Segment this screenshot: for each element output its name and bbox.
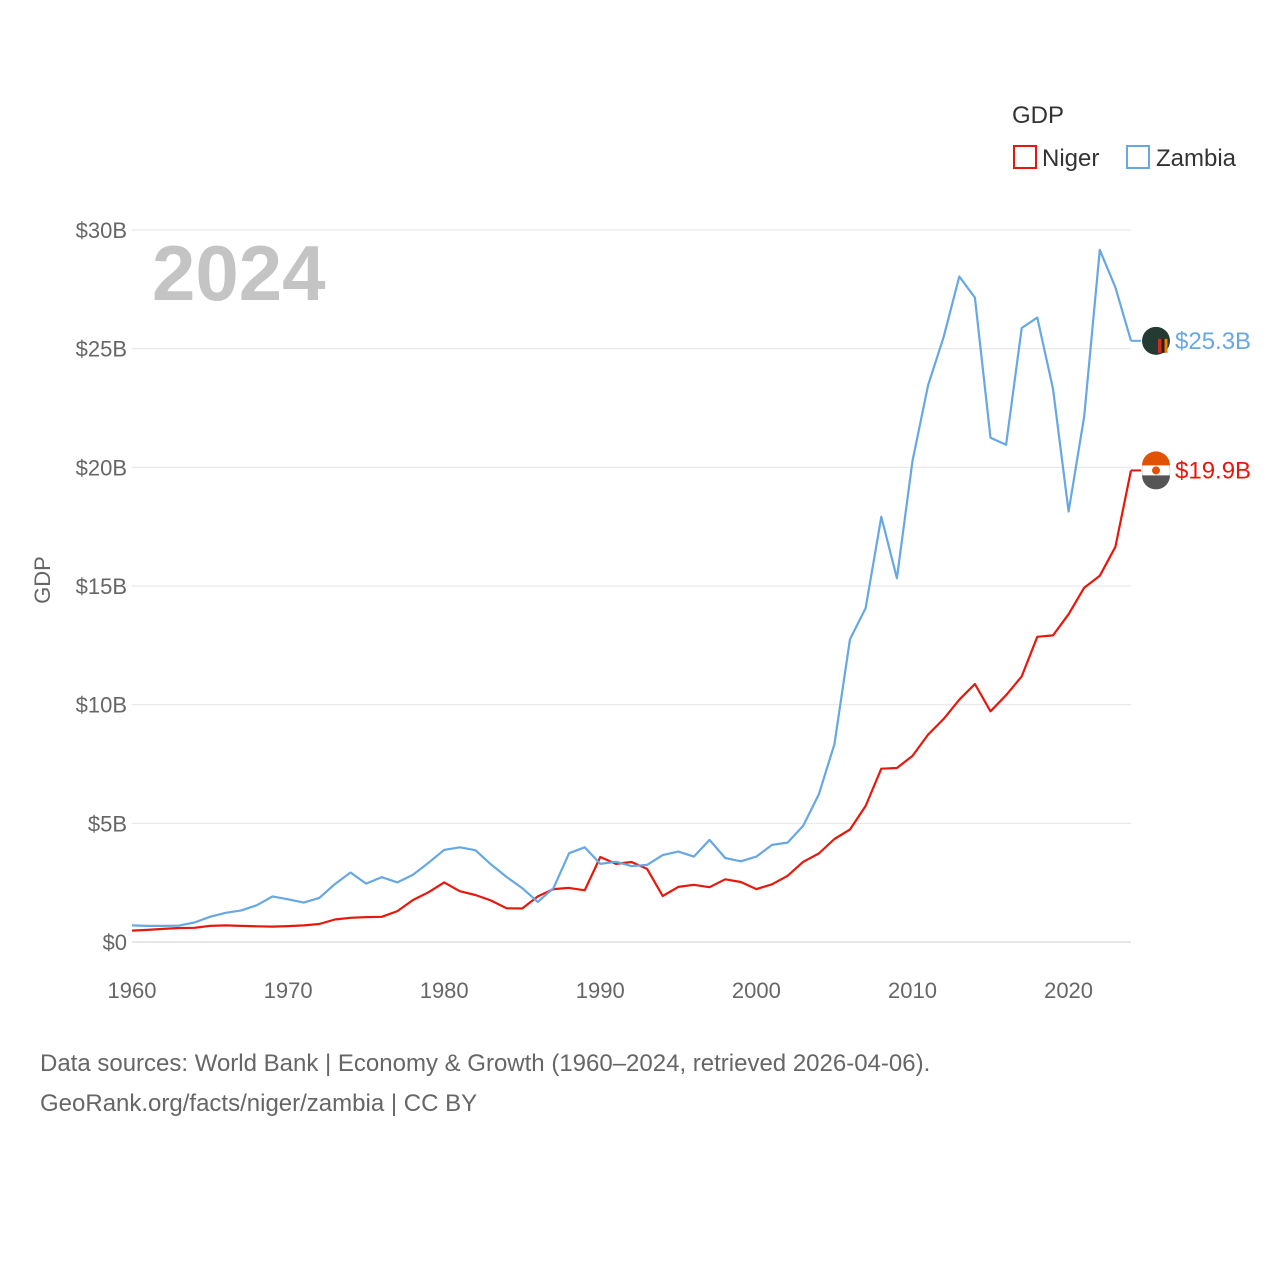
y-tick-label: $25B xyxy=(76,337,127,362)
y-tick-label: $10B xyxy=(76,693,127,718)
series-line-zambia[interactable] xyxy=(131,248,1133,928)
legend-label-zambia: Zambia xyxy=(1156,145,1237,172)
source-url-license: GeoRank.org/facts/niger/zambia | CC BY xyxy=(40,1090,478,1117)
x-tick-label: 1990 xyxy=(576,978,625,1003)
y-tick-label: $0 xyxy=(103,930,127,955)
flag-marker-zambia xyxy=(1142,326,1170,355)
x-tick-label: 1960 xyxy=(108,978,157,1003)
x-axis-ticks: 1960 1970 1980 1990 2000 2010 2020 xyxy=(108,978,1094,1003)
legend-item-zambia[interactable]: Zambia xyxy=(1126,145,1237,172)
footer: Data sources: World Bank | Economy & Gro… xyxy=(40,1044,930,1124)
legend-label-niger: Niger xyxy=(1042,145,1099,172)
x-tick-label: 2010 xyxy=(888,978,937,1003)
y-axis-ticks: $0 $5B $10B $15B $20B $25B $30B xyxy=(76,218,127,955)
series-line-niger[interactable] xyxy=(131,470,1133,932)
y-tick-label: $20B xyxy=(76,455,127,480)
gdp-line-chart: $0$5B$10B$15B$20B$25B$30B 1960 1970 1980 19… xyxy=(30,102,1251,1003)
x-tick-label: 2000 xyxy=(732,978,781,1003)
gridlines xyxy=(132,229,1131,943)
legend-item-niger[interactable]: Niger xyxy=(1013,145,1099,172)
legend-swatch-zambia xyxy=(1126,145,1150,169)
y-tick-label: $30B xyxy=(76,218,127,243)
x-tick-label: 1980 xyxy=(420,978,469,1003)
data-source-note: Data sources: World Bank | Economy & Gro… xyxy=(40,1050,931,1077)
series-lines xyxy=(131,248,1133,932)
legend-swatch-niger xyxy=(1013,145,1037,169)
x-tick-label: 2020 xyxy=(1044,978,1093,1003)
end-value-label-niger: $19.9B xyxy=(1175,457,1251,484)
end-markers: $19.9B $25.3B xyxy=(1131,326,1251,490)
y-tick-label: $15B xyxy=(76,574,127,599)
flag-marker-niger xyxy=(1141,451,1171,490)
x-tick-label: 1970 xyxy=(264,978,313,1003)
end-value-label-zambia: $25.3B xyxy=(1175,328,1251,355)
y-tick-label: $5B xyxy=(88,811,127,836)
current-year-label: 2024 xyxy=(152,229,326,317)
legend: GDP Niger Zambia xyxy=(1012,102,1237,172)
legend-title: GDP xyxy=(1012,102,1064,129)
y-axis-title: GDP xyxy=(30,556,55,604)
